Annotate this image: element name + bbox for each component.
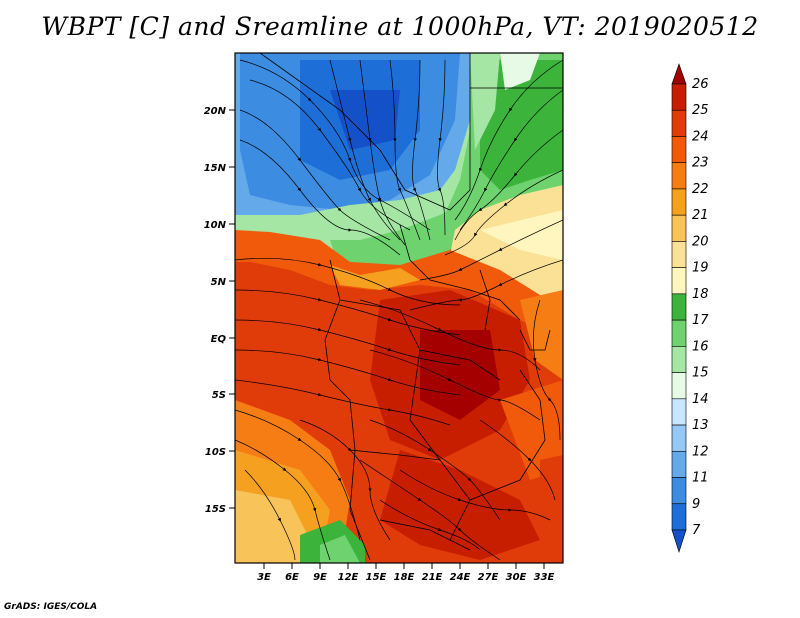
wbpt-field <box>235 53 563 563</box>
colorbar-swatch <box>671 346 687 373</box>
colorbar-label: 18 <box>692 287 709 302</box>
colorbar-label: 25 <box>692 103 709 118</box>
map-frame <box>234 52 564 564</box>
lat-tick-label: 20N <box>204 106 227 117</box>
lon-tick-label: 24E <box>450 572 471 583</box>
colorbar-label: 26 <box>692 77 709 92</box>
colorbar-label: 23 <box>692 156 709 171</box>
lon-tick-label: 27E <box>478 572 499 583</box>
colorbar-swatch <box>671 398 687 426</box>
colorbar-swatch <box>671 109 687 137</box>
colorbar-label: 11 <box>692 471 709 486</box>
colorbar-swatch <box>671 83 687 111</box>
lon-tick-label: 9E <box>313 572 327 583</box>
colorbar-swatch <box>671 188 687 216</box>
colorbar-swatch <box>671 503 687 531</box>
lat-tick-label: 10N <box>204 220 227 231</box>
lat-tick-label: 5S <box>212 390 226 401</box>
lat-tick-label: 10S <box>205 447 226 458</box>
lon-tick-label: 30E <box>506 572 527 583</box>
colorbar-label: 12 <box>692 444 709 459</box>
colorbar-label: 20 <box>692 234 709 249</box>
lon-tick-label: 12E <box>338 572 359 583</box>
colorbar-top-arrow <box>671 63 687 85</box>
colorbar-label: 15 <box>692 366 709 381</box>
lat-tick-label: EQ <box>211 334 227 345</box>
colorbar-label: 7 <box>692 523 701 538</box>
lat-tick-label: 15N <box>204 163 227 174</box>
colorbar-bottom-arrow <box>671 529 687 553</box>
streamlines <box>235 59 563 561</box>
colorbar: 26 25 24 23 22 21 20 19 18 17 16 15 14 13 12 11 9 7 <box>671 63 709 553</box>
lat-tick-label: 5N <box>211 277 227 288</box>
colorbar-label: 24 <box>692 129 709 144</box>
colorbar-label: 16 <box>692 339 709 354</box>
lat-tick-label: 15S <box>205 504 226 515</box>
colorbar-swatch <box>671 450 687 478</box>
lon-tick-label: 21E <box>422 572 443 583</box>
lon-tick-label: 3E <box>257 572 271 583</box>
colorbar-swatch <box>671 319 687 347</box>
lon-tick-label: 6E <box>285 572 299 583</box>
colorbar-label: 14 <box>692 392 709 407</box>
credit-text: GrADS: IGES/COLA <box>4 602 98 612</box>
colorbar-swatch <box>671 214 687 242</box>
colorbar-label: 22 <box>692 182 709 197</box>
colorbar-swatch <box>671 477 687 505</box>
colorbar-label: 13 <box>692 418 709 433</box>
colorbar-swatch <box>671 372 687 400</box>
lon-tick-label: 18E <box>394 572 415 583</box>
colorbar-swatch <box>671 293 687 321</box>
colorbar-swatch <box>671 162 687 190</box>
colorbar-swatch <box>671 267 687 295</box>
lon-axis: 3E 6E 9E 12E 15E 18E 21E 24E 27E 30E 33E <box>257 563 555 583</box>
lon-tick-label: 15E <box>366 572 387 583</box>
colorbar-label: 9 <box>692 497 700 512</box>
colorbar-swatch <box>671 136 687 164</box>
map-title: WBPT [C] and Sreamline at 1000hPa, VT: 2… <box>41 12 759 41</box>
lat-axis: 20N 15N 10N 5N EQ 5S 10S 15S <box>204 106 235 515</box>
lon-tick-label: 33E <box>534 572 555 583</box>
colorbar-swatch <box>671 241 687 268</box>
colorbar-label: 21 <box>692 208 709 223</box>
colorbar-swatch <box>671 424 687 452</box>
colorbar-label: 17 <box>692 313 709 328</box>
colorbar-label: 19 <box>692 261 709 276</box>
